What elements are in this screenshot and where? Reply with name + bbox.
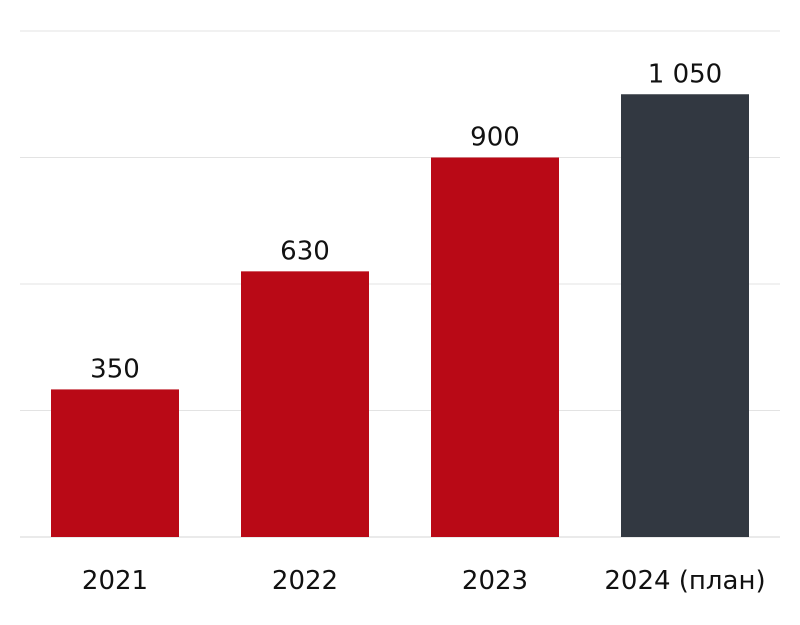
x-tick-label-0: 2021 [82,566,148,596]
bar-2 [431,157,559,537]
bar-3 [621,94,749,537]
bars [51,94,749,537]
x-tick-label-1: 2022 [272,566,338,596]
bar-0 [51,389,179,537]
value-labels: 350 630 900 1 050 [90,59,722,384]
bar-1 [241,271,369,537]
x-tick-label-2: 2023 [462,566,528,596]
value-label-0: 350 [90,354,140,384]
value-label-3: 1 050 [648,59,722,89]
x-tick-label-3: 2024 (план) [604,566,765,596]
value-label-2: 900 [470,123,520,153]
x-axis-tick-labels: 2021 2022 2023 2024 (план) [82,566,766,596]
value-label-1: 630 [280,236,330,266]
